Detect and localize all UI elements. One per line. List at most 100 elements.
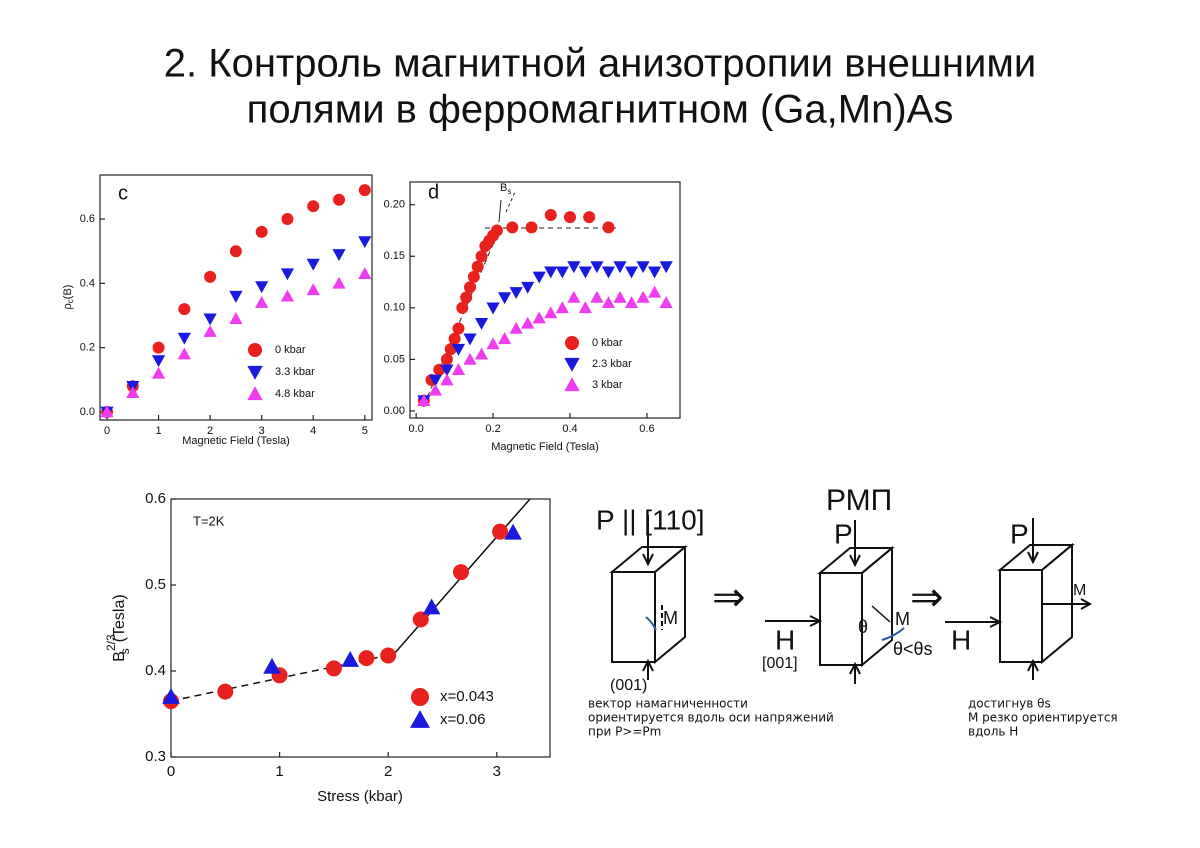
y-tick-label: 0.4 [145,662,166,679]
label: M [895,609,910,629]
panel-label: d [428,181,439,203]
point [613,290,627,303]
x-tick-label: 2 [207,425,213,437]
point [460,291,473,304]
legend-marker [247,365,263,380]
x-tick-label: 1 [275,763,283,780]
point [492,523,509,540]
point [590,290,604,303]
point [498,332,512,345]
annotation: T=2K [193,513,225,528]
pointer [498,199,502,223]
point [280,268,295,281]
point [440,353,453,366]
point [332,276,346,289]
y-tick-label: 0.5 [145,576,166,593]
rotation [645,616,657,631]
point [467,270,480,283]
point [590,261,604,274]
point [255,296,269,308]
description: ориентируется вдоль оси напряжений [588,711,834,725]
point [126,386,140,398]
slide-title: 2. Контроль магнитной анизотропии внешни… [164,42,1036,86]
x-tick-label: 3 [259,425,265,437]
y-title-tail: (Tesla) [111,594,128,642]
point [255,225,268,238]
legend-label: 0 kbar [592,337,623,349]
label: M [1073,582,1086,599]
point [490,224,503,237]
point [280,289,295,302]
point [509,287,523,299]
point [567,261,581,274]
description: при P>=Pm [588,725,661,739]
y-tick-label: 0.15 [384,250,405,262]
label: [001] [762,655,798,672]
slide-title: полями в ферромагнитном (Ga,Mn)As [247,88,954,132]
y-tick-label: 0.6 [145,490,166,507]
label: P || [110] [596,504,704,535]
legend-marker [410,710,430,728]
point [229,312,243,325]
point [624,296,639,308]
y-tick-label: 0.00 [384,405,405,417]
implies: ⇒ [910,576,944,620]
point [255,281,269,294]
point [452,564,469,581]
point [358,650,375,667]
point [486,337,500,350]
point [624,266,639,279]
point [601,296,616,308]
point [659,296,673,308]
crystal [861,545,893,668]
point [307,200,320,213]
point [151,355,166,368]
point [100,405,114,418]
point [162,688,180,704]
point [583,211,596,224]
label: θ [858,617,868,637]
legend-marker [564,357,580,372]
y-tick-label: 0.3 [145,748,166,765]
arrow [989,616,1003,628]
arrow [849,661,861,675]
point [428,383,442,396]
legend-marker [411,688,429,706]
point [648,285,662,298]
y-tick-label: 0.10 [384,302,405,314]
x-tick-label: 4 [310,425,316,437]
description: вдоль Н [968,725,1018,739]
point [217,683,234,700]
arrow [642,658,654,672]
point [440,364,454,377]
arrow [1027,658,1039,672]
y-tick-label: 0.4 [80,277,95,289]
point [440,373,454,386]
x-axis-title: Magnetic Field (Tesla) [182,435,290,447]
y-tick-label: 0.20 [384,199,405,211]
x-tick-label: 1 [156,425,162,437]
y-tick-label: 0.2 [80,342,95,354]
crystal [611,571,656,663]
crystal [999,569,1043,663]
point [636,290,650,303]
label: P [1010,518,1029,549]
point [578,301,592,314]
point [463,352,477,365]
point [306,283,320,296]
diagram: P || [110] M (001) вектор намагниченност… [588,484,1118,739]
point [358,184,371,197]
point [178,303,191,316]
label: РМП [826,484,892,517]
point [464,281,476,294]
point [544,306,558,319]
point [532,271,546,284]
legend-marker [248,343,262,357]
arrow [809,615,823,627]
x-tick-label: 0.2 [485,423,500,435]
x-tick-label: 0 [167,763,175,780]
point [486,302,500,315]
label: H [951,624,971,655]
y-title-main: ρ [62,303,74,309]
m-vector [1080,598,1093,610]
